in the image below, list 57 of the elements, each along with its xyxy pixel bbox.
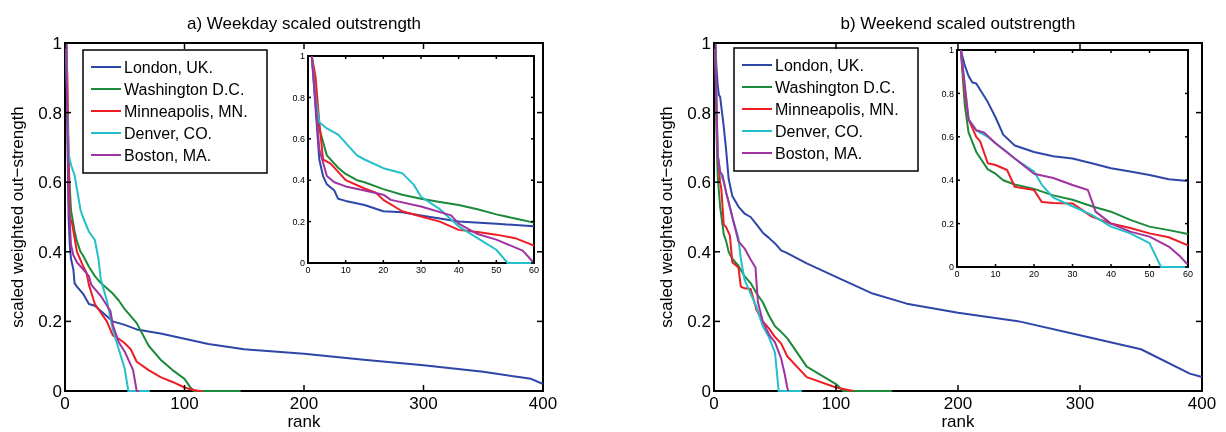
x-tick-label: 400 xyxy=(1187,394,1217,413)
legend-label: Boston, MA. xyxy=(124,146,212,164)
x-tick-label: 200 xyxy=(289,394,319,413)
y-tick-label: 1 xyxy=(52,33,62,53)
x-tick-label: 100 xyxy=(170,394,199,413)
y-tick-label: 0.2 xyxy=(687,312,711,332)
y-tick-label: 0.2 xyxy=(292,216,305,227)
y-axis-title: scaled weighted out−strength xyxy=(657,106,676,328)
x-tick-label: 300 xyxy=(409,394,438,413)
y-tick-label: 0.4 xyxy=(292,175,305,186)
x-tick-label: 60 xyxy=(1182,269,1194,279)
x-tick-label: 20 xyxy=(1028,269,1040,279)
legend-label: Minneapolis, MN. xyxy=(124,102,248,120)
x-tick-label: 30 xyxy=(1067,269,1078,279)
x-tick-label: 10 xyxy=(990,269,1001,279)
x-tick-label: 60 xyxy=(528,265,540,275)
chart-title: a) Weekday scaled outstrength xyxy=(186,14,422,33)
y-axis-title: scaled weighted out−strength xyxy=(8,106,27,328)
y-tick-label: 0.6 xyxy=(38,173,62,193)
legend-label: Washington D.C. xyxy=(775,78,896,96)
y-tick-label: 0.4 xyxy=(941,175,954,186)
y-tick-label: 1 xyxy=(299,51,305,62)
line-series xyxy=(959,49,1189,183)
x-tick-label: 50 xyxy=(1144,269,1155,279)
legend-label: Boston, MA. xyxy=(775,144,863,162)
y-tick-label: 0.8 xyxy=(941,88,954,99)
x-tick-label: 20 xyxy=(378,265,389,275)
legend-label: Minneapolis, MN. xyxy=(775,100,899,118)
legend-label: Washington D.C. xyxy=(124,80,245,98)
y-tick-label: 0.6 xyxy=(941,131,954,142)
x-tick-label: 50 xyxy=(491,265,502,275)
y-tick-label: 0.6 xyxy=(292,133,305,144)
x-tick-label: 100 xyxy=(821,394,851,413)
y-tick-label: 0.8 xyxy=(687,103,711,123)
x-tick-label: 40 xyxy=(453,265,464,275)
x-tick-label: 40 xyxy=(1105,269,1117,279)
legend-label: Denver, CO. xyxy=(775,122,864,140)
legend-label: Denver, CO. xyxy=(124,124,213,142)
legend-label: London, UK. xyxy=(775,56,864,74)
x-tick-label: 200 xyxy=(943,394,973,413)
y-tick-label: 0.2 xyxy=(941,218,954,229)
x-axis-title: rank xyxy=(941,412,976,431)
x-tick-label: 10 xyxy=(340,265,351,275)
chart-title: b) Weekend scaled outstrength xyxy=(840,14,1076,33)
x-tick-label: 400 xyxy=(528,394,558,413)
y-tick-label: 0.8 xyxy=(38,103,62,123)
x-axis-title: rank xyxy=(287,412,322,431)
y-tick-label: 1 xyxy=(701,33,711,53)
y-tick-label: 0.4 xyxy=(38,242,62,262)
y-tick-label: 0.4 xyxy=(687,242,711,262)
y-tick-label: 1 xyxy=(948,45,954,56)
x-tick-label: 30 xyxy=(415,265,427,275)
y-tick-label: 0.8 xyxy=(292,92,305,103)
x-tick-label: 300 xyxy=(1065,394,1095,413)
y-tick-label: 0.6 xyxy=(687,173,711,193)
y-tick-label: 0.2 xyxy=(38,312,62,332)
legend-label: London, UK. xyxy=(124,58,213,76)
